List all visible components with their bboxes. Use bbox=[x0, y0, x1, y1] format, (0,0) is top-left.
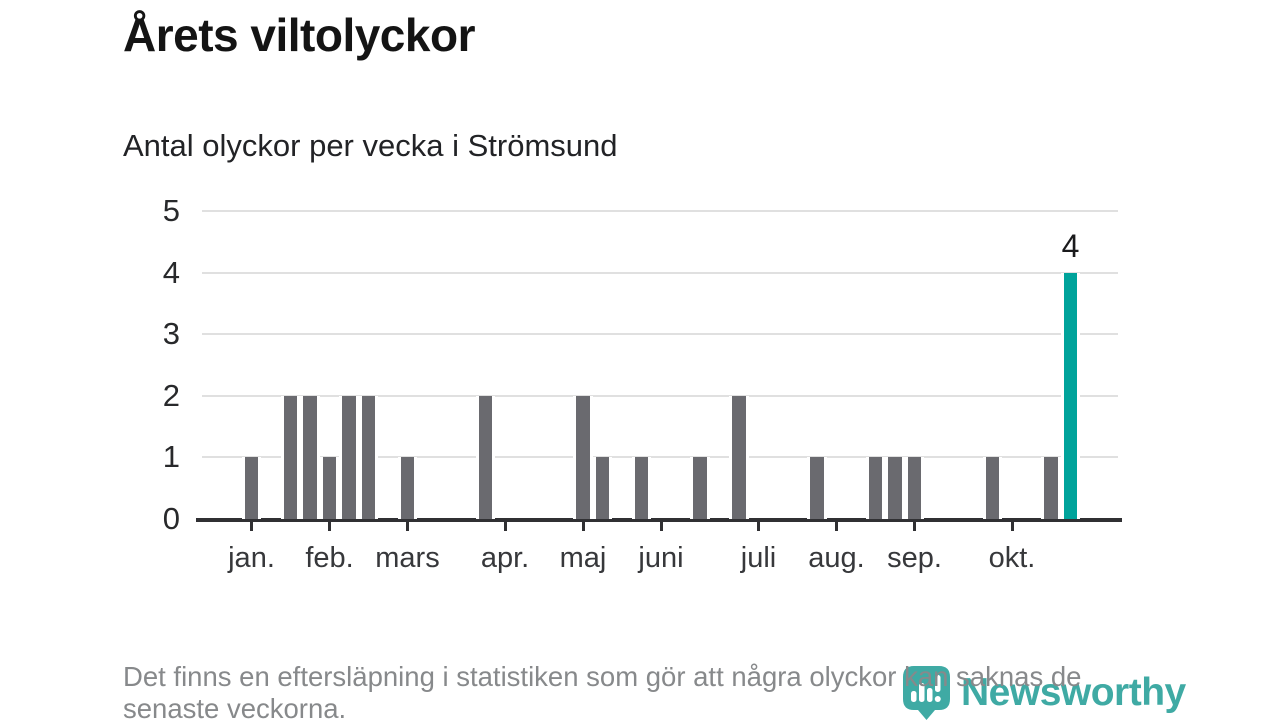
x-axis-label-feb: feb. bbox=[305, 542, 354, 574]
gridline-y-3 bbox=[202, 333, 1118, 336]
x-tick-feb bbox=[328, 521, 331, 531]
y-axis-label-5: 5 bbox=[162, 193, 180, 228]
highlighted-bar-value-label: 4 bbox=[1061, 227, 1080, 264]
y-axis-label-2: 2 bbox=[162, 377, 180, 413]
gridline-y-5 bbox=[202, 210, 1118, 212]
x-tick-juni bbox=[659, 521, 663, 531]
y-axis-label-0: 0 bbox=[162, 501, 180, 536]
bar-week-3 bbox=[283, 395, 298, 519]
x-tick-mars bbox=[406, 521, 409, 531]
y-axis-label-3: 3 bbox=[162, 316, 180, 352]
x-axis-label-okt: okt. bbox=[988, 542, 1036, 574]
bar-week-19 bbox=[595, 457, 610, 519]
x-axis-label-juli: juli bbox=[740, 542, 777, 574]
bar-week-6 bbox=[342, 395, 356, 519]
newsworthy-logo: Newsworthy bbox=[903, 666, 1186, 720]
bar-week-24 bbox=[693, 457, 707, 519]
bar-week-42 bbox=[1044, 457, 1058, 519]
bar-week-5 bbox=[322, 457, 337, 519]
bar-week-13 bbox=[478, 395, 493, 519]
chart-footnote: Det finns en eftersläpning i statistiken… bbox=[123, 661, 1082, 724]
x-axis-line bbox=[196, 518, 1122, 522]
x-tick-apr bbox=[503, 521, 507, 531]
x-axis-label-aug: aug. bbox=[808, 542, 865, 574]
x-tick-okt bbox=[1010, 521, 1014, 531]
bar-week-34 bbox=[888, 457, 902, 519]
y-axis-label-4: 4 bbox=[162, 254, 180, 290]
bar-week-39 bbox=[985, 457, 1000, 519]
bar-week-4 bbox=[303, 395, 317, 519]
highlighted-bar-week-43 bbox=[1063, 272, 1078, 519]
bar-chart: 0 1 2 3 4 5 jan. feb. mars apr. maj juni juli aug. sep… bbox=[163, 194, 1122, 574]
page-title: Årets viltolyckor bbox=[123, 9, 475, 61]
newsworthy-wordmark: Newsworthy bbox=[961, 671, 1186, 714]
bar-week-21 bbox=[634, 457, 649, 519]
bar-week-1 bbox=[244, 457, 259, 519]
bar-week-30 bbox=[810, 457, 824, 519]
newsworthy-speech-bubble-bars-icon bbox=[903, 666, 950, 720]
x-tick-maj bbox=[581, 521, 585, 531]
x-axis-label-apr: apr. bbox=[480, 542, 530, 574]
x-axis-label-sep: sep. bbox=[887, 542, 942, 574]
gridline-y-1 bbox=[202, 456, 1118, 459]
x-tick-sep bbox=[913, 521, 916, 531]
x-axis-label-mars: mars bbox=[375, 542, 440, 574]
bar-week-26 bbox=[732, 395, 746, 519]
chart-subtitle: Antal olyckor per vecka i Strömsund bbox=[123, 128, 618, 163]
gridline-y-2 bbox=[202, 394, 1118, 397]
bar-week-18 bbox=[576, 395, 590, 519]
x-tick-jan bbox=[250, 521, 253, 531]
x-tick-aug bbox=[835, 521, 838, 531]
bar-week-7 bbox=[361, 395, 376, 519]
bar-week-33 bbox=[868, 457, 883, 519]
x-axis-label-juni: juni bbox=[638, 542, 684, 574]
x-tick-juli bbox=[757, 521, 760, 531]
y-axis-label-1: 1 bbox=[162, 439, 180, 475]
x-axis-label-maj: maj bbox=[559, 542, 607, 574]
bar-week-9 bbox=[400, 457, 415, 519]
bar-week-35 bbox=[907, 457, 922, 519]
gridline-y-4 bbox=[202, 271, 1118, 274]
x-axis-label-jan: jan. bbox=[228, 542, 275, 574]
